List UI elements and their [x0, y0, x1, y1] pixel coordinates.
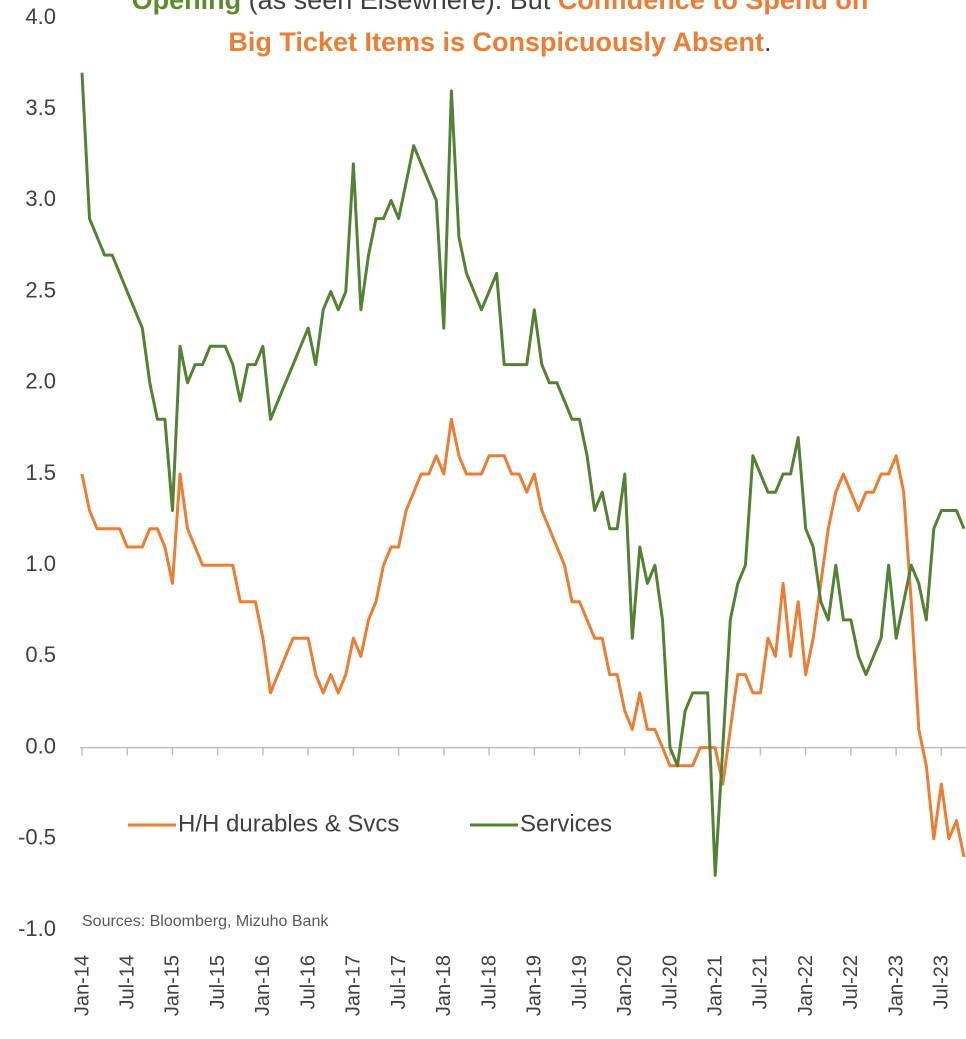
x-tick-label: Jul-16 — [297, 955, 319, 1009]
y-tick-label: 4.0 — [25, 4, 56, 29]
x-tick-label: Jul-14 — [117, 955, 139, 1009]
x-tick-label: Jul-20 — [659, 955, 681, 1009]
y-tick-label: 2.5 — [25, 277, 56, 302]
x-tick-label: Jan-17 — [343, 955, 365, 1016]
y-tick-label: 1.0 — [25, 551, 56, 576]
x-tick-label: Jan-15 — [162, 955, 184, 1016]
y-tick-label: 2.0 — [25, 369, 56, 394]
x-tick-label: Jul-17 — [388, 955, 410, 1009]
title-part: Big Ticket Items is Conspicuously Absent — [228, 27, 764, 57]
series-line — [80, 72, 966, 877]
x-tick-label: Jan-18 — [433, 955, 455, 1016]
x-tick-label: Jul-21 — [750, 955, 772, 1009]
x-tick-label: Jan-14 — [71, 955, 93, 1016]
y-tick-label: 0.0 — [25, 733, 56, 758]
x-tick-label: Jan-20 — [614, 955, 636, 1016]
y-tick-label: 0.5 — [25, 642, 56, 667]
x-tick-label: Jan-21 — [705, 955, 727, 1016]
chart-title: Opening (as seen Elsewhere). But Confide… — [132, 0, 869, 15]
x-tick-label: Jul-15 — [207, 955, 229, 1009]
source-note: Sources: Bloomberg, Mizuho Bank — [82, 913, 329, 930]
x-tick-label: Jul-19 — [569, 955, 591, 1009]
x-tick-label: Jan-22 — [795, 955, 817, 1016]
title-part: Confidence to Spend on — [558, 0, 869, 15]
chart-title: Big Ticket Items is Conspicuously Absent… — [228, 27, 771, 57]
y-tick-label: 3.0 — [25, 186, 56, 211]
y-tick-label: 1.5 — [25, 460, 56, 485]
title-part: . — [764, 27, 772, 57]
x-tick-label: Jan-23 — [885, 955, 907, 1016]
x-tick-label: Jan-19 — [524, 955, 546, 1016]
x-tick-label: Jul-22 — [840, 955, 862, 1009]
title-part: (as seen Elsewhere). But — [241, 0, 558, 15]
y-tick-label: -1.0 — [18, 916, 56, 941]
x-tick-label: Jan-16 — [252, 955, 274, 1016]
y-tick-label: -0.5 — [18, 825, 56, 850]
x-tick-label: Jul-18 — [478, 955, 500, 1009]
legend-label: H/H durables & Svcs — [178, 810, 399, 837]
y-tick-label: 3.5 — [25, 95, 56, 120]
x-tick-label: Jul-23 — [931, 955, 953, 1009]
title-part: Opening — [132, 0, 242, 15]
legend-label: Services — [520, 810, 612, 837]
series-line — [80, 417, 966, 858]
